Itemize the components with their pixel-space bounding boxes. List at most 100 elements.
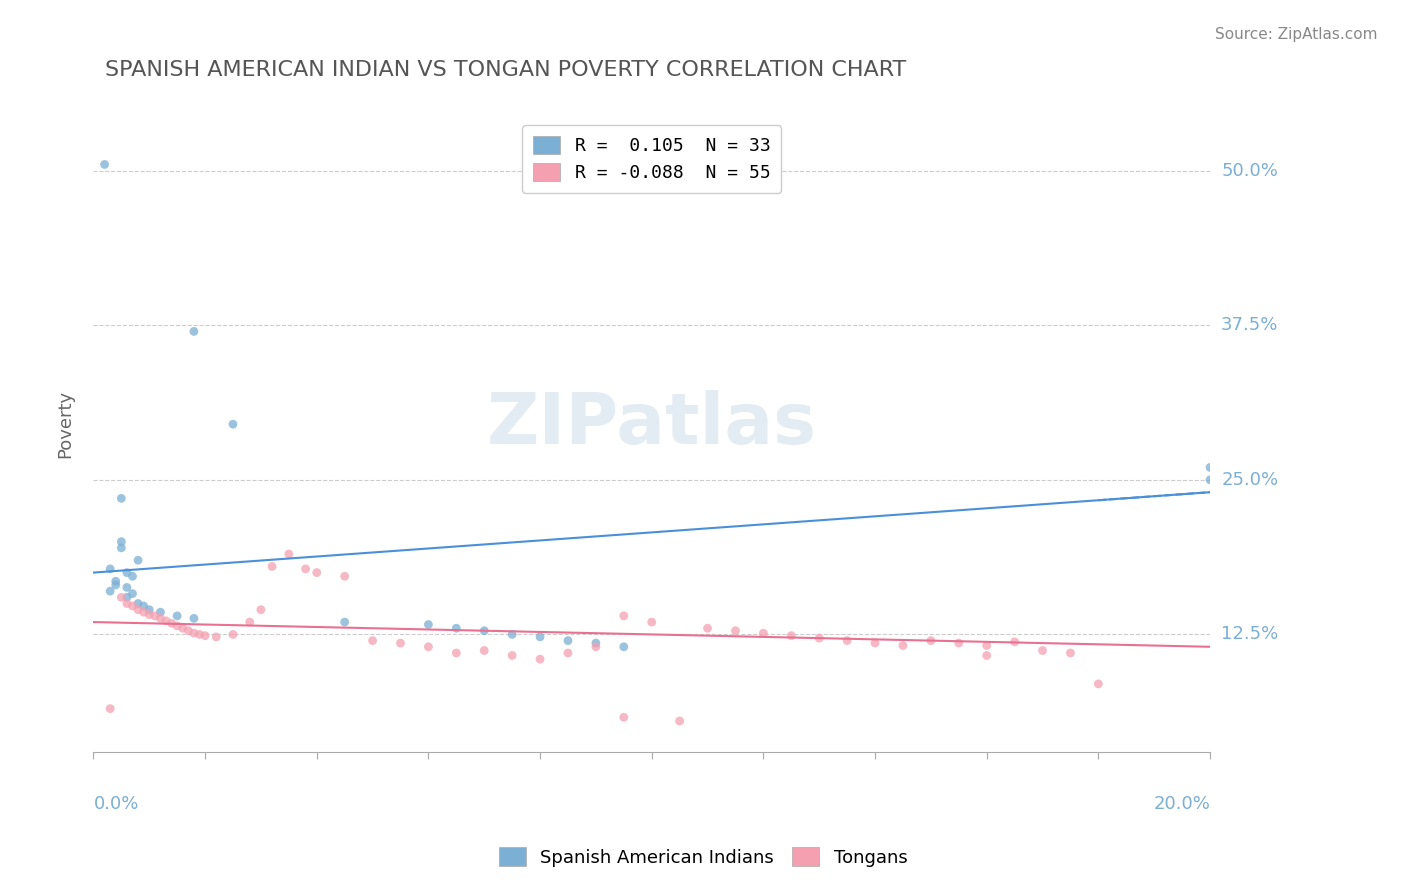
Point [132, 605, 155, 619]
Point [127, 603, 149, 617]
Point [501, 648, 523, 663]
Text: ZIPatlas: ZIPatlas [486, 390, 817, 458]
Point [183, 626, 205, 640]
Point [188, 627, 211, 641]
Point [222, 417, 245, 432]
Point [613, 608, 636, 623]
Point [529, 652, 551, 666]
Point [262, 559, 284, 574]
Point [472, 643, 495, 657]
Point [1004, 635, 1026, 649]
Point [948, 636, 970, 650]
Text: 50.0%: 50.0% [1222, 161, 1278, 179]
Point [585, 640, 607, 654]
Point [115, 581, 138, 595]
Point [110, 541, 132, 555]
Point [127, 597, 149, 611]
Point [155, 614, 177, 628]
Point [183, 325, 205, 339]
Point [121, 569, 143, 583]
Point [115, 597, 138, 611]
Point [557, 646, 579, 660]
Point [110, 491, 132, 506]
Point [1031, 643, 1053, 657]
Point [837, 633, 859, 648]
Point [143, 608, 166, 623]
Point [172, 621, 194, 635]
Point [115, 566, 138, 580]
Point [104, 574, 127, 589]
Point [160, 616, 183, 631]
Point [166, 608, 188, 623]
Text: Source: ZipAtlas.com: Source: ZipAtlas.com [1215, 27, 1378, 42]
Point [93, 157, 115, 171]
Point [98, 701, 121, 715]
Point [98, 584, 121, 599]
Point [389, 636, 412, 650]
Text: SPANISH AMERICAN INDIAN VS TONGAN POVERTY CORRELATION CHART: SPANISH AMERICAN INDIAN VS TONGAN POVERT… [104, 60, 905, 79]
Point [724, 624, 747, 638]
Point [138, 603, 160, 617]
Point [250, 603, 273, 617]
Legend: Spanish American Indians, Tongans: Spanish American Indians, Tongans [492, 840, 914, 874]
Point [891, 639, 914, 653]
Point [138, 607, 160, 622]
Point [1199, 460, 1222, 475]
Point [104, 578, 127, 592]
Point [115, 591, 138, 605]
Point [696, 621, 718, 635]
Point [177, 624, 200, 638]
Point [863, 636, 886, 650]
Point [557, 633, 579, 648]
Point [472, 624, 495, 638]
Point [222, 627, 245, 641]
Point [333, 615, 356, 629]
Point [446, 621, 468, 635]
Point [1199, 473, 1222, 487]
Text: 20.0%: 20.0% [1153, 795, 1211, 813]
Point [613, 710, 636, 724]
Point [752, 626, 775, 640]
Text: 12.5%: 12.5% [1222, 625, 1278, 643]
Point [110, 534, 132, 549]
Point [98, 562, 121, 576]
Point [501, 627, 523, 641]
Point [976, 648, 998, 663]
Point [121, 599, 143, 613]
Point [194, 629, 217, 643]
Point [613, 640, 636, 654]
Point [808, 631, 831, 645]
Point [183, 611, 205, 625]
Point [166, 619, 188, 633]
Text: 0.0%: 0.0% [93, 795, 139, 813]
Point [110, 591, 132, 605]
Point [277, 547, 299, 561]
Text: 25.0%: 25.0% [1222, 471, 1278, 489]
Point [1059, 646, 1081, 660]
Point [205, 630, 228, 644]
Point [333, 569, 356, 583]
Point [132, 599, 155, 613]
Point [780, 629, 803, 643]
Point [668, 714, 690, 728]
Text: Poverty: Poverty [56, 390, 75, 458]
Text: 37.5%: 37.5% [1222, 317, 1278, 334]
Point [641, 615, 664, 629]
Point [294, 562, 316, 576]
Point [446, 646, 468, 660]
Point [585, 636, 607, 650]
Point [418, 640, 440, 654]
Point [529, 630, 551, 644]
Point [149, 611, 172, 625]
Point [127, 553, 149, 567]
Point [1087, 677, 1109, 691]
Point [305, 566, 328, 580]
Legend: R =  0.105  N = 33, R = -0.088  N = 55: R = 0.105 N = 33, R = -0.088 N = 55 [522, 125, 782, 193]
Point [920, 633, 942, 648]
Point [239, 615, 262, 629]
Point [149, 605, 172, 619]
Point [361, 633, 384, 648]
Point [418, 617, 440, 632]
Point [121, 586, 143, 600]
Point [976, 639, 998, 653]
